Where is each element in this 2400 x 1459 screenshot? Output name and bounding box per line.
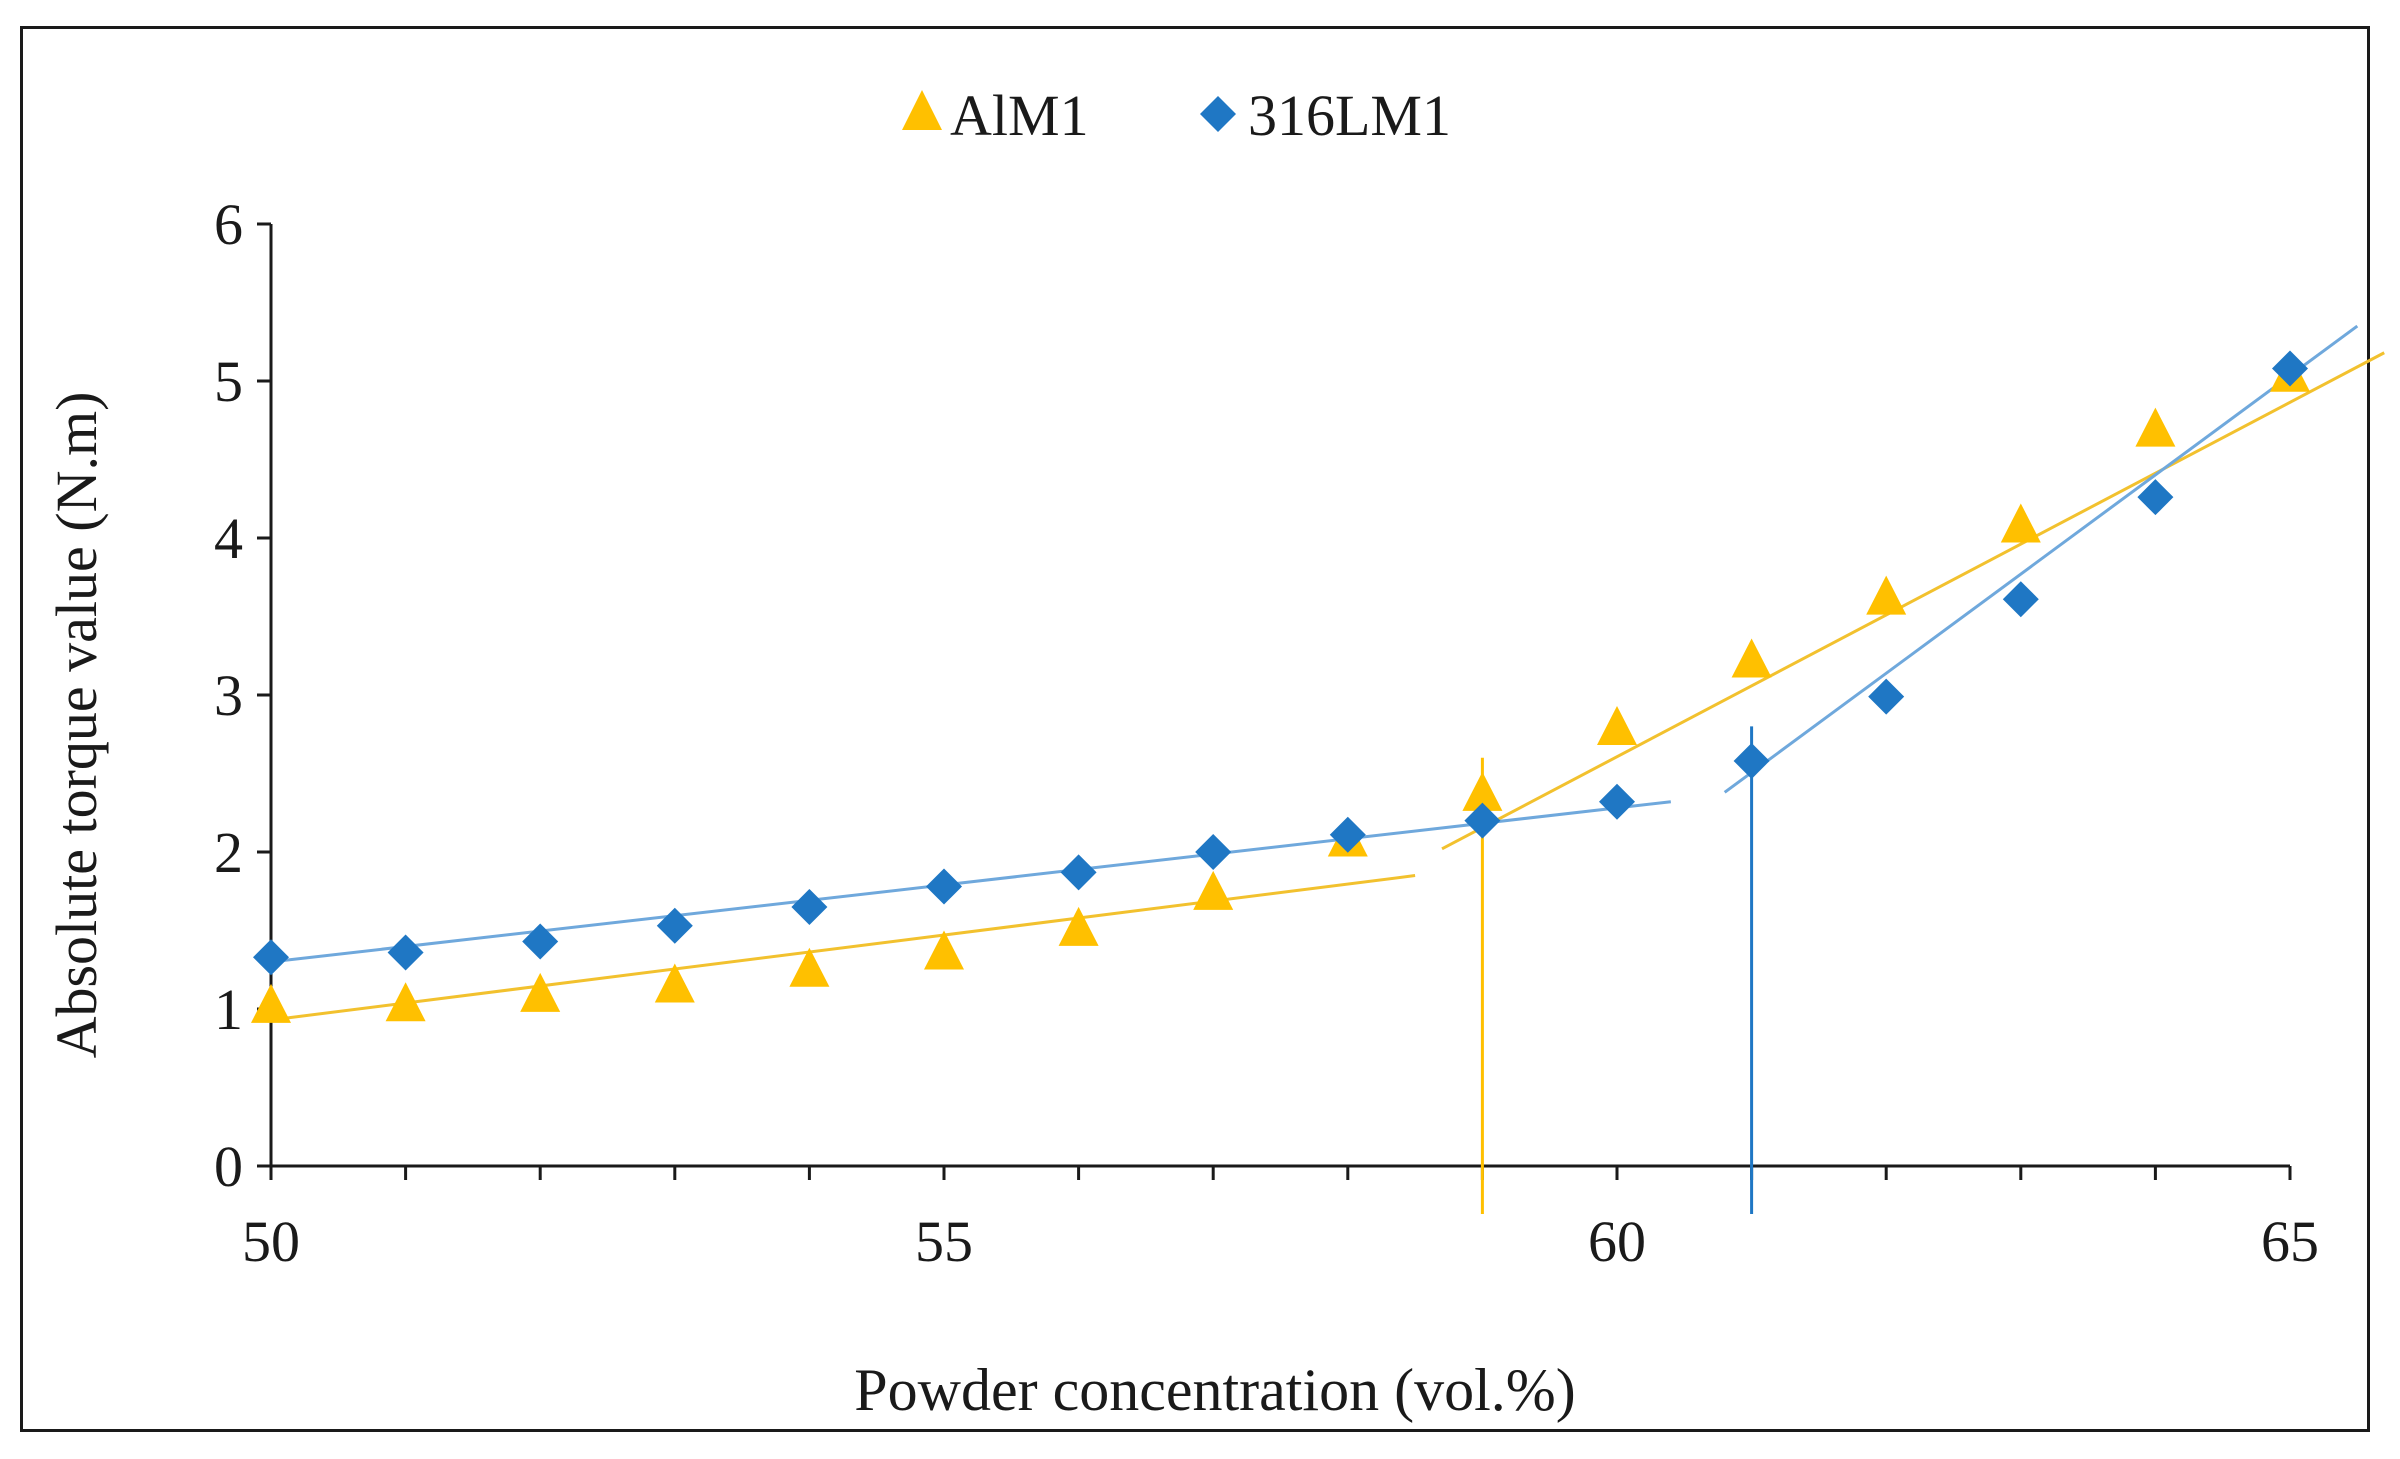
y-tick-label: 3 [214, 663, 243, 728]
axes [269, 224, 2290, 1168]
y-tick-label: 0 [214, 1134, 243, 1199]
point-alm1 [924, 930, 964, 970]
fit-line-316lm1-2 [1723, 324, 2359, 794]
y-axis-title: Absolute torque value (N.m) [44, 392, 109, 1059]
point-alm1 [1731, 638, 1772, 678]
point-alm1 [385, 982, 426, 1022]
point-316lm1 [1060, 854, 1097, 891]
fit-lines [270, 324, 2385, 1022]
y-ticks: 0 1 2 3 4 5 6 [214, 192, 271, 1199]
point-alm1 [789, 947, 830, 987]
x-axis-title: Powder concentration (vol.%) [854, 1357, 1575, 1423]
point-316lm1 [522, 923, 559, 960]
legend-triangle-icon [902, 90, 942, 130]
chart-frame [20, 26, 2370, 1432]
point-alm1 [2000, 503, 2041, 543]
x-tick-label: 65 [2261, 1209, 2319, 1274]
point-alm1 [654, 963, 695, 1003]
fit-line-alm1-2 [1441, 351, 2385, 851]
y-tick-label: 6 [214, 192, 243, 257]
point-316lm1 [656, 907, 693, 944]
data-markers [251, 350, 2310, 1023]
point-alm1 [520, 972, 561, 1012]
fit-line-316lm1-1 [270, 800, 1672, 964]
point-316lm1 [1329, 816, 1366, 853]
point-316lm1 [2137, 479, 2174, 516]
x-tick-label: 50 [242, 1209, 300, 1274]
point-316lm1 [1868, 678, 1905, 715]
point-316lm1 [1733, 742, 1770, 779]
point-alm1 [1193, 870, 1234, 910]
point-alm1 [251, 983, 291, 1023]
point-316lm1 [1195, 834, 1232, 870]
legend-label-316lm1: 316LM1 [1248, 83, 1451, 148]
y-tick-label: 2 [214, 820, 243, 885]
x-tick-label: 60 [1588, 1209, 1646, 1274]
point-alm1 [1462, 771, 1503, 811]
point-alm1 [1058, 906, 1099, 946]
x-ticks: 50 55 60 65 [242, 1166, 2319, 1274]
x-tick-label: 55 [915, 1209, 973, 1274]
point-316lm1 [253, 939, 289, 976]
point-alm1 [1866, 575, 1907, 615]
legend: AlM1 316LM1 [902, 83, 1451, 148]
point-alm1 [1597, 705, 1637, 745]
point-316lm1 [2002, 581, 2039, 618]
point-316lm1 [791, 888, 828, 925]
point-316lm1 [1599, 783, 1635, 820]
point-316lm1 [1464, 802, 1501, 839]
y-tick-label: 4 [214, 506, 243, 571]
legend-label-alm1: AlM1 [950, 83, 1089, 148]
y-tick-label: 1 [214, 977, 243, 1042]
y-tick-label: 5 [214, 349, 243, 414]
point-alm1 [2135, 407, 2176, 447]
point-316lm1 [387, 934, 424, 971]
point-316lm1 [926, 868, 962, 905]
legend-diamond-icon [1200, 96, 1236, 132]
point-316lm1 [2272, 350, 2308, 387]
